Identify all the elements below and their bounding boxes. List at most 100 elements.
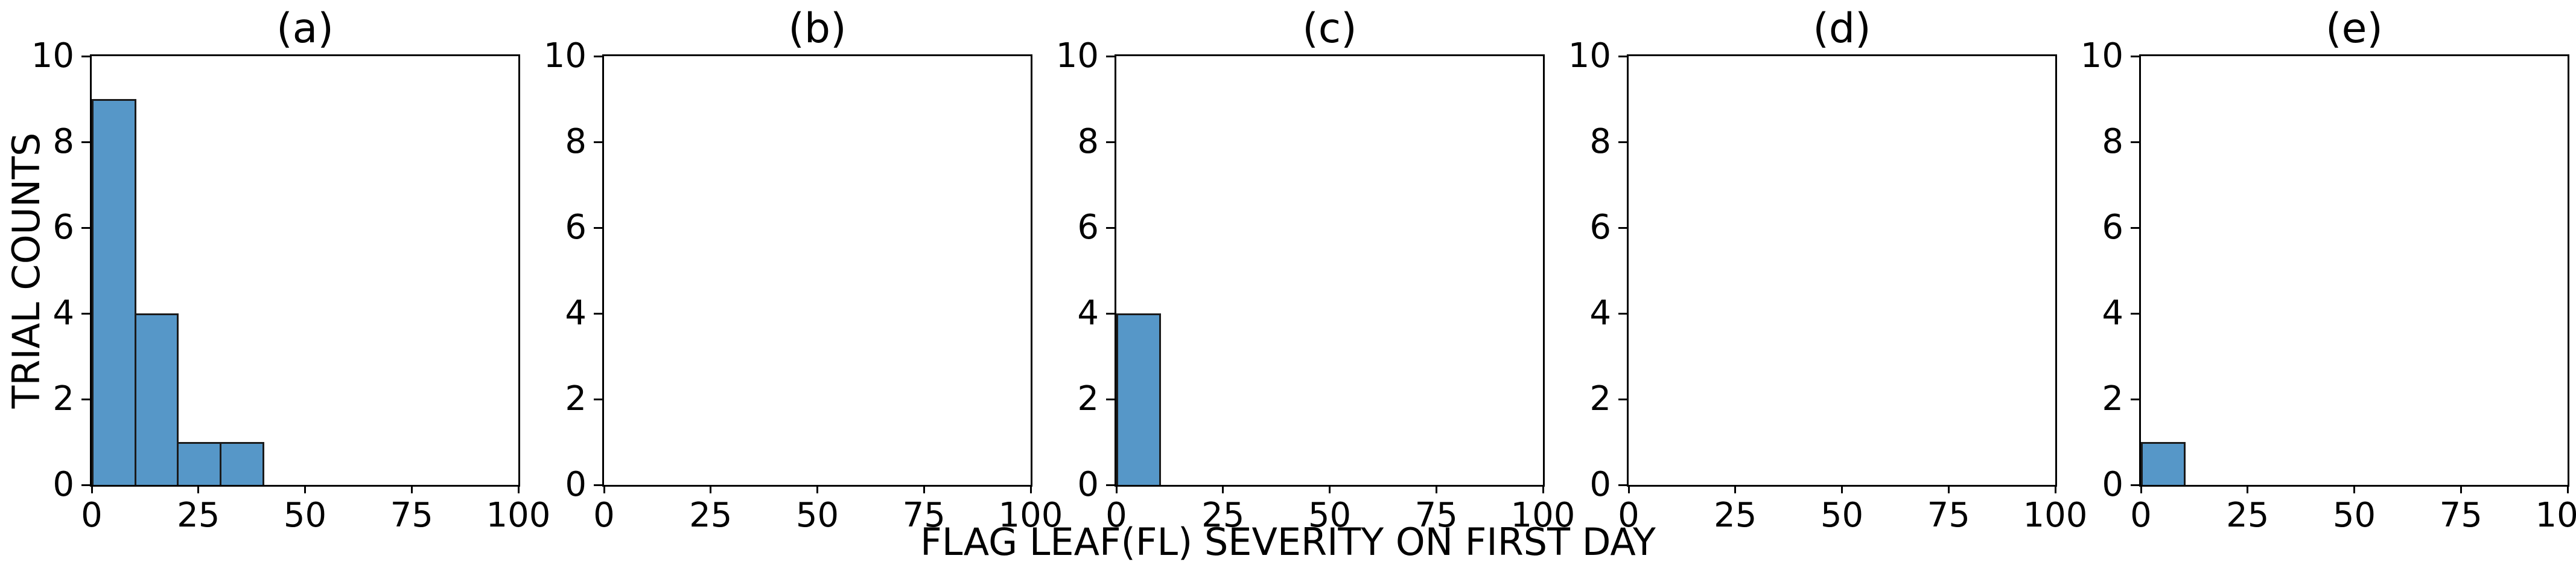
x-tick xyxy=(197,485,200,493)
y-tick-label: 2 xyxy=(1077,379,1099,418)
plot-area-b xyxy=(602,54,1032,487)
y-tick-label: 10 xyxy=(1568,36,1611,75)
x-tick-label: 25 xyxy=(177,496,220,535)
x-tick xyxy=(304,485,306,493)
plot-area-c xyxy=(1115,54,1545,487)
x-tick-label: 75 xyxy=(902,496,946,535)
x-tick-label: 75 xyxy=(2439,496,2482,535)
x-tick-label: 75 xyxy=(1414,496,1458,535)
x-tick-label: 100 xyxy=(2023,496,2088,535)
y-tick-label: 8 xyxy=(52,122,74,161)
y-tick-label: 4 xyxy=(565,293,587,333)
y-tick-label: 2 xyxy=(1589,379,1611,418)
y-tick-label: 8 xyxy=(2102,122,2123,161)
histogram-bar xyxy=(134,313,179,485)
x-tick xyxy=(1841,485,1843,493)
y-tick-label: 4 xyxy=(1589,293,1611,333)
x-tick xyxy=(517,485,520,493)
x-tick-label: 50 xyxy=(283,496,327,535)
subplot-title-e: (e) xyxy=(2326,5,2383,53)
x-tick xyxy=(2140,485,2142,493)
x-tick xyxy=(1115,485,1118,493)
histogram-bar xyxy=(1116,313,1161,485)
y-tick-label: 0 xyxy=(52,465,74,504)
y-tick xyxy=(1618,141,1627,143)
y-tick xyxy=(2131,141,2139,143)
x-tick-label: 50 xyxy=(1820,496,1864,535)
y-tick xyxy=(1106,312,1115,315)
histogram-bar xyxy=(220,442,264,485)
y-tick xyxy=(81,226,90,229)
plot-area-a xyxy=(90,54,520,487)
y-tick xyxy=(2131,484,2139,486)
y-tick-label: 6 xyxy=(1589,208,1611,247)
x-tick-label: 50 xyxy=(1308,496,1352,535)
y-tick-label: 0 xyxy=(565,465,587,504)
x-tick-label: 0 xyxy=(1618,496,1639,535)
y-tick-label: 8 xyxy=(565,122,587,161)
x-tick xyxy=(1435,485,1437,493)
y-tick xyxy=(1618,398,1627,400)
x-tick-label: 75 xyxy=(390,496,433,535)
y-tick-label: 6 xyxy=(565,208,587,247)
y-tick-label: 8 xyxy=(1077,122,1099,161)
y-tick xyxy=(594,484,602,486)
y-tick-label: 2 xyxy=(565,379,587,418)
x-tick-label: 0 xyxy=(2130,496,2152,535)
y-tick-label: 4 xyxy=(1077,293,1099,333)
x-tick-label: 50 xyxy=(795,496,839,535)
x-tick xyxy=(1329,485,1331,493)
x-tick-label: 100 xyxy=(2535,496,2576,535)
x-tick-label: 25 xyxy=(2226,496,2269,535)
x-tick-label: 0 xyxy=(593,496,615,535)
y-tick xyxy=(1106,226,1115,229)
x-tick xyxy=(2460,485,2462,493)
x-tick-label: 75 xyxy=(1927,496,1970,535)
y-tick xyxy=(594,398,602,400)
x-tick-label: 25 xyxy=(689,496,733,535)
y-tick-label: 6 xyxy=(52,208,74,247)
x-tick-label: 0 xyxy=(1105,496,1127,535)
x-tick xyxy=(410,485,413,493)
y-tick xyxy=(81,484,90,486)
y-tick xyxy=(1106,398,1115,400)
x-tick xyxy=(1029,485,1032,493)
y-tick-label: 0 xyxy=(1077,465,1099,504)
y-tick xyxy=(81,55,90,57)
y-tick xyxy=(1618,226,1627,229)
x-tick xyxy=(1542,485,1544,493)
y-tick-label: 0 xyxy=(2102,465,2123,504)
y-tick-label: 6 xyxy=(1077,208,1099,247)
x-tick-label: 25 xyxy=(1201,496,1245,535)
y-tick xyxy=(1618,484,1627,486)
y-tick-label: 8 xyxy=(1589,122,1611,161)
y-tick xyxy=(81,141,90,143)
y-tick xyxy=(1618,312,1627,315)
y-tick-label: 10 xyxy=(2080,36,2123,75)
x-tick-label: 100 xyxy=(998,496,1063,535)
x-tick xyxy=(2054,485,2056,493)
y-tick-label: 4 xyxy=(2102,293,2123,333)
x-tick xyxy=(816,485,818,493)
x-tick-label: 100 xyxy=(486,496,551,535)
x-tick xyxy=(1627,485,1630,493)
y-tick xyxy=(1106,484,1115,486)
x-tick xyxy=(1222,485,1224,493)
x-tick-label: 50 xyxy=(2332,496,2376,535)
y-tick-label: 10 xyxy=(1055,36,1099,75)
y-tick xyxy=(81,398,90,400)
subplot-title-a: (a) xyxy=(276,5,334,53)
histogram-bar xyxy=(2141,442,2186,485)
x-tick xyxy=(923,485,925,493)
x-tick xyxy=(1734,485,1737,493)
y-tick xyxy=(2131,226,2139,229)
y-tick-label: 2 xyxy=(52,379,74,418)
y-tick xyxy=(594,55,602,57)
x-tick-label: 25 xyxy=(1714,496,1757,535)
y-tick xyxy=(594,312,602,315)
x-tick xyxy=(603,485,605,493)
y-tick xyxy=(1106,55,1115,57)
x-tick xyxy=(710,485,712,493)
y-tick xyxy=(2131,55,2139,57)
